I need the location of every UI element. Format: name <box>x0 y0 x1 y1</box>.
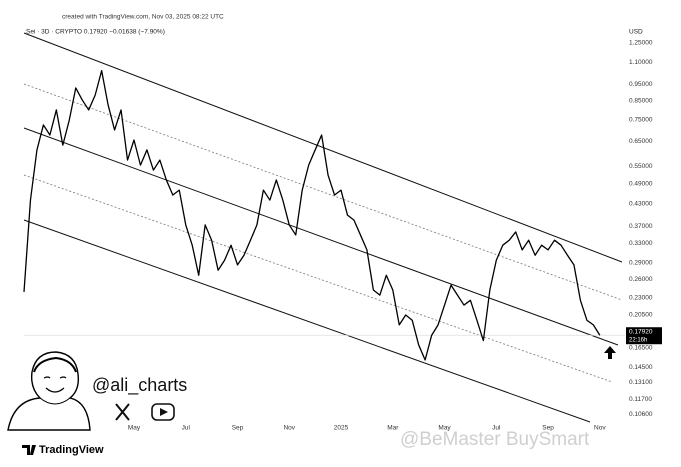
y-tick-label: 0.49000 <box>629 181 653 188</box>
tv-icon <box>22 445 36 455</box>
symbol-line: Sei · 3D · CRYPTO 0.17920 −0.01638 (−7.9… <box>26 29 165 36</box>
tv-logo: TradingView <box>39 444 104 456</box>
x-tick-label: Nov <box>594 425 606 432</box>
channel-lower <box>23 219 591 423</box>
y-tick-label: 0.33000 <box>629 240 653 247</box>
overlay: @ali_charts TradingView @BeMaster BuySma… <box>7 346 616 456</box>
y-tick-label: 0.43000 <box>629 200 653 207</box>
x-tick-label: May <box>438 425 451 432</box>
y-tick-label: 0.16500 <box>629 344 653 351</box>
x-tick-label: May <box>128 425 141 432</box>
y-tick-label: 0.11700 <box>629 396 652 403</box>
x-tick-label: Sep <box>542 425 554 432</box>
y-tick-label: 0.20500 <box>629 312 653 319</box>
price-line <box>23 70 601 361</box>
channel-middle <box>23 127 619 346</box>
price-tag-label: 0.17920 <box>629 328 653 335</box>
y-tick-label: 1.25000 <box>629 40 653 47</box>
price-tag-countdown: 22:16h <box>629 337 647 343</box>
y-tick-label: 0.95000 <box>629 81 653 88</box>
x-tick-label: Nov <box>283 425 295 432</box>
created-note: created with TradingView.com, Nov 03, 20… <box>62 14 224 21</box>
y-tick-label: 0.10600 <box>629 411 653 418</box>
y-tick-label: 1.10000 <box>629 59 653 66</box>
y-tick-label: 0.13100 <box>629 379 653 386</box>
price-tag <box>626 327 662 345</box>
x-tick-label: Jul <box>182 425 191 432</box>
y-tick-label: 0.14500 <box>629 364 653 371</box>
arrow-icon <box>604 346 616 359</box>
y-tick-label: 0.26000 <box>629 276 653 283</box>
y-tick-label: 0.85000 <box>629 98 653 105</box>
x-tick-label: Mar <box>387 425 399 432</box>
y-tick-label: 0.37000 <box>629 223 653 230</box>
watermark: @BeMaster BuySmart <box>400 429 590 450</box>
play-triangle <box>160 408 168 416</box>
avatar <box>7 351 91 431</box>
currency: USD <box>629 29 643 36</box>
x-tick-label: Jul <box>492 425 501 432</box>
y-tick-label: 0.23000 <box>629 294 653 301</box>
x-logo <box>115 403 130 421</box>
handle: @ali_charts <box>92 375 187 396</box>
play-icon <box>151 403 175 421</box>
x-tick-label: 2025 <box>334 425 349 432</box>
y-tick-label: 0.55000 <box>629 163 653 170</box>
channel-dotted <box>23 83 623 301</box>
y-tick-label: 0.75000 <box>629 117 653 124</box>
y-tick-label: 0.29000 <box>629 260 653 267</box>
x-tick-label: Sep <box>232 425 244 432</box>
y-tick-label: 0.65000 <box>629 138 653 145</box>
